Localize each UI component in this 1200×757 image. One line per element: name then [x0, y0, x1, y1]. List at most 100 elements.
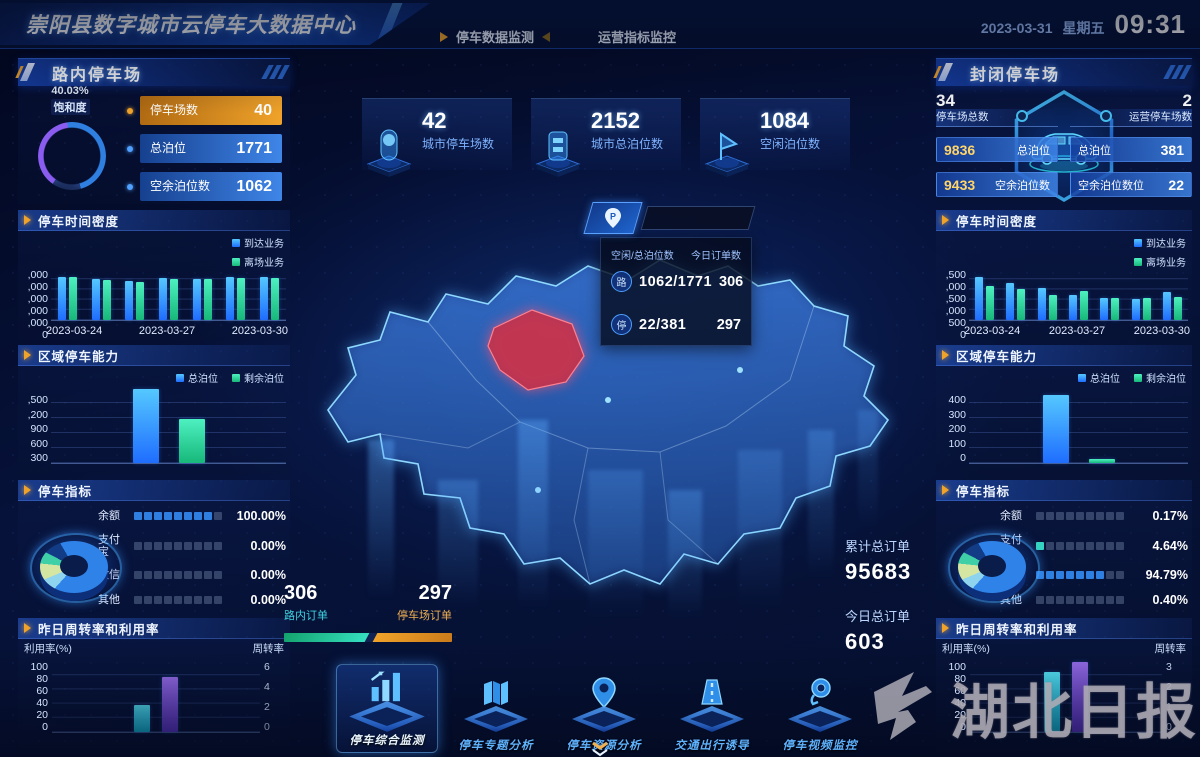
section-indicator: 停车指标 余额 100.00% 支付宝: [18, 480, 290, 614]
bar: [1079, 291, 1088, 320]
bar-group: [1131, 269, 1151, 320]
stat-row-total-berth: 9836 总泊位: [936, 137, 1058, 162]
segment-bar: [1036, 571, 1124, 580]
bar: [158, 278, 167, 320]
lot-orders-value: 297: [418, 582, 452, 604]
triple-slash-icon: [261, 65, 290, 79]
nav-item-comprehensive-monitor[interactable]: 停车综合监测: [336, 664, 438, 753]
page-title: 崇阳县数字城市云停车大数据中心: [26, 14, 356, 37]
bar-group: [1162, 269, 1182, 320]
right-column: 封闭停车场: [936, 54, 1192, 754]
bar: [1131, 298, 1140, 320]
indicator-row-wechat: 微信 0.00%: [98, 568, 286, 582]
section-indicator: 停车指标 余额 0.17% 支付宝: [936, 480, 1192, 614]
legend-item: 离场业务: [232, 254, 284, 269]
legend-item: 离场业务: [1134, 254, 1186, 269]
arrow-marker-icon: [942, 350, 949, 360]
bar: [1044, 671, 1060, 732]
bar-plot: [969, 388, 1188, 464]
segment-bar: [134, 571, 222, 580]
bar-plot: [969, 269, 1188, 321]
stat-row-total-berth: 总泊位 381: [1070, 137, 1192, 162]
bar: [1162, 292, 1171, 320]
tooltip-row-road: 路 1062/1771 306: [611, 271, 743, 292]
section-capacity: 区域停车能力 总泊位 剩余泊位 400 300 200 100 0: [936, 345, 1192, 475]
bar: [1100, 297, 1109, 320]
bar-group: [1006, 269, 1026, 320]
arrow-marker-icon: [24, 485, 31, 495]
triple-slash-icon: [1163, 65, 1192, 79]
gauge-value: 40.03%: [51, 85, 89, 97]
segment-bar: [134, 512, 222, 520]
time-density-chart: 到达业务 离场业务 ,000,000,000,000,000 0 2023-03-2…: [18, 233, 290, 341]
panel-road-parking: 路内停车场 40.03% 饱和度 停车场数 40: [18, 58, 290, 204]
bullet-icon: [127, 183, 133, 190]
bar: [178, 418, 205, 463]
section-header: 停车指标: [18, 480, 290, 501]
cumulative-orders: 累计总订单 95683: [845, 539, 912, 584]
gauge-label: 饱和度: [50, 99, 90, 115]
bar-plot: [51, 388, 286, 464]
capacity-chart: 总泊位 剩余泊位 ,500,200 900 600 300: [18, 368, 290, 474]
camera-icon: [810, 678, 831, 706]
bullet-icon: [127, 145, 133, 152]
indicator-row-alipay: 支付宝 0.00%: [98, 533, 286, 558]
bar: [1068, 294, 1077, 320]
parking-pin-icon: P: [583, 202, 643, 234]
time-density-chart: 到达业务 离场业务 ,500,000,500,000 500 0 2023-03-24…: [936, 233, 1192, 341]
bar: [125, 281, 134, 320]
bar: [169, 278, 178, 320]
section-header: 停车时间密度: [18, 210, 290, 231]
road-sign-icon: [701, 679, 723, 705]
expand-down-chevron[interactable]: [590, 741, 610, 757]
segment-bar: [134, 595, 222, 604]
bullet-icon: [127, 107, 133, 114]
nav-item-traffic-guidance[interactable]: 交通出行诱导: [662, 676, 762, 753]
bar-group: [1100, 269, 1120, 320]
tab-operation-indicator-monitor[interactable]: 运营指标监控: [598, 30, 677, 45]
bar-plot: [970, 661, 1162, 733]
chart-legend: 总泊位 剩余泊位: [176, 370, 284, 385]
payment-donut-chart: [18, 507, 122, 611]
section-header: 昨日周转率和利用率: [18, 618, 290, 639]
x-axis-ticks: 2023-03-24 2023-03-27 2023-03-30: [46, 325, 288, 337]
header-bar: 崇阳县数字城市云停车大数据中心 停车数据监测 运营指标监控 2023-03-31…: [0, 0, 1200, 49]
bar-group: [132, 388, 205, 463]
bar: [226, 277, 235, 320]
kpi-city-berths: 2152 城市总泊位数: [531, 98, 681, 177]
bar-group: [91, 269, 111, 320]
bar-plot: [52, 661, 260, 733]
section-time-density: 停车时间密度 到达业务 离场业务 ,000,000,000,000,000 0 20…: [18, 210, 290, 341]
berth-pillar-icon: [535, 131, 581, 177]
tooltip-header-strip: [640, 206, 756, 230]
chart-legend: 到达业务 离场业务: [232, 235, 284, 269]
segment-bar: [1036, 512, 1124, 520]
nav-item-video-monitor[interactable]: 停车视频监控: [770, 676, 870, 753]
tab-arrow-left-icon: [542, 31, 551, 42]
weekday-text: 星期五: [1062, 20, 1105, 36]
bar-group: [259, 269, 279, 320]
bar: [259, 277, 268, 320]
nav-item-topic-analysis[interactable]: 停车专题分析: [446, 676, 546, 753]
arrow-marker-icon: [942, 485, 949, 495]
bar-group: [125, 269, 145, 320]
center-kpi-row: 42 城市停车场数 2152 城市总泊位数 1084 空闲泊位数: [362, 98, 850, 177]
road-parking-body: 40.03% 饱和度 停车场数 40 总泊位 1771: [18, 85, 290, 210]
bar: [192, 278, 201, 320]
bar: [1006, 283, 1015, 320]
today-orders: 今日总订单 603: [845, 609, 911, 654]
orders-summary: 306 297 路内订单 停车场订单: [284, 582, 452, 642]
bar: [986, 286, 995, 320]
arrow-marker-icon: [24, 215, 31, 225]
map-book-icon: [484, 681, 508, 705]
legend-item: 剩余泊位: [1134, 370, 1186, 385]
location-pin-icon: [592, 677, 616, 709]
closed-parking-body: 34 停车场总数 9836 总泊位 9433 空余泊位数 2 运营停车场数: [936, 90, 1192, 206]
hubei-daily-logo-icon: [874, 671, 932, 740]
legend-item: 总泊位: [176, 370, 218, 385]
lot-orders-label: 停车场订单: [397, 610, 452, 622]
road-badge-icon: 路: [611, 271, 632, 292]
bar-plot: [51, 269, 286, 321]
tab-parking-data-monitor[interactable]: 停车数据监测: [440, 27, 551, 46]
